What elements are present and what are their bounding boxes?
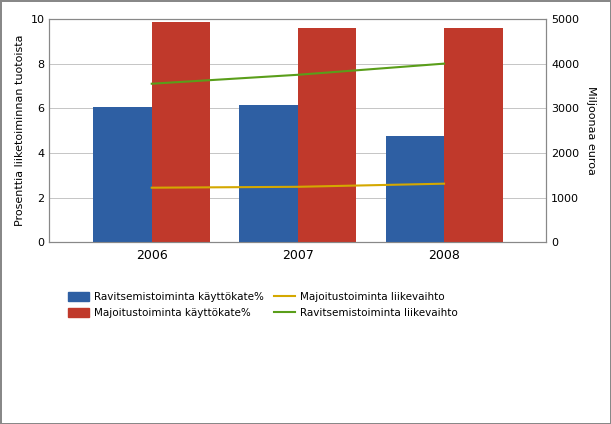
Bar: [298, 28, 356, 242]
Bar: [444, 28, 502, 242]
Bar: [386, 136, 444, 242]
Bar: [152, 22, 210, 242]
Bar: [93, 107, 152, 242]
Y-axis label: Miljoonaa euroa: Miljoonaa euroa: [586, 86, 596, 175]
Bar: [240, 105, 298, 242]
Y-axis label: Prosenttia liiketoiminnan tuotoista: Prosenttia liiketoiminnan tuotoista: [15, 35, 25, 226]
Legend: Ravitsemistoiminta käyttökate%, Majoitustoiminta käyttökate%, Majoitustoiminta l: Ravitsemistoiminta käyttökate%, Majoitus…: [64, 287, 463, 323]
